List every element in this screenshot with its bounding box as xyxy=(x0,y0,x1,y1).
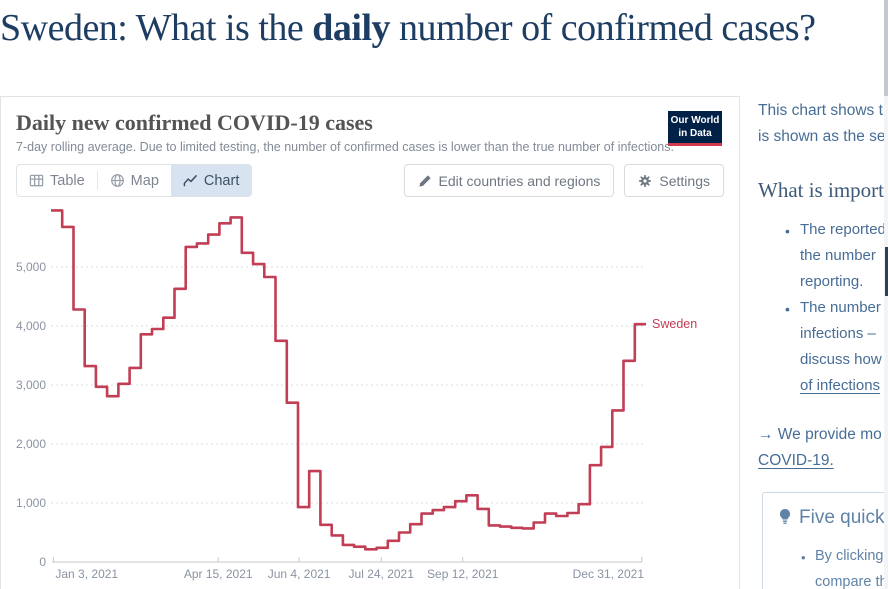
owid-logo-line2: in Data xyxy=(678,127,712,139)
tab-table[interactable]: Table xyxy=(17,165,97,196)
tab-chart-label: Chart xyxy=(203,172,240,189)
sidebar-arrow-line: → We provide mo xyxy=(758,426,882,443)
clipped-content-artifact xyxy=(885,247,888,296)
owid-logo-line1: Our World xyxy=(670,115,720,126)
bullet-dot: • xyxy=(785,223,790,239)
sidebar-paragraph-line: This chart shows t xyxy=(758,102,883,119)
x-tick-label: Sep 12, 2021 xyxy=(427,567,499,581)
x-tick-label: Dec 31, 2021 xyxy=(573,567,645,581)
tips-bullet-line: By clicking xyxy=(815,548,884,564)
bullet-dot: • xyxy=(801,550,806,565)
x-tick-label: Apr 15, 2021 xyxy=(184,567,253,581)
tab-map[interactable]: Map xyxy=(98,165,171,196)
sidebar-paragraph-line: is shown as the se xyxy=(758,128,886,145)
gear-icon xyxy=(638,174,652,188)
article-sidebar: This chart shows t is shown as the se Wh… xyxy=(758,96,888,589)
bullet-line: The reported xyxy=(800,221,886,238)
tab-separator xyxy=(96,171,98,190)
bullet-dot: • xyxy=(785,301,790,317)
infections-link[interactable]: of infections xyxy=(800,377,881,394)
x-tick-label: Jan 3, 2021 xyxy=(55,567,118,581)
y-tick-label: 5,000 xyxy=(16,260,46,274)
chart-subtitle: 7-day rolling average. Due to limited te… xyxy=(16,140,674,154)
sidebar-heading: What is import xyxy=(758,178,884,202)
y-tick-label: 4,000 xyxy=(16,319,46,333)
edit-countries-label: Edit countries and regions xyxy=(438,172,601,189)
lightbulb-icon xyxy=(777,508,793,530)
page-title-pre: Sweden: What is the xyxy=(0,7,313,49)
edit-countries-button[interactable]: Edit countries and regions xyxy=(403,164,615,197)
owid-logo[interactable]: Our World in Data xyxy=(668,111,722,146)
pencil-icon xyxy=(418,174,432,188)
chart-title: Daily new confirmed COVID-19 cases xyxy=(16,110,373,135)
chart-controls-row: Table Map xyxy=(16,164,724,197)
grapher-chart-panel: Daily new confirmed COVID-19 cases 7-day… xyxy=(0,96,740,589)
covid19-link[interactable]: COVID-19. xyxy=(758,452,834,469)
bullet-line: infections – xyxy=(800,325,876,342)
tab-map-label: Map xyxy=(130,172,159,189)
y-tick-label: 2,000 xyxy=(16,437,46,451)
five-quick-tips-box: Five quick • By clicking compare th xyxy=(762,492,888,589)
y-tick-label: 1,000 xyxy=(16,496,46,510)
series-end-label: Sweden xyxy=(652,317,697,331)
table-icon xyxy=(29,173,44,188)
series-line-sweden xyxy=(51,209,646,551)
settings-button[interactable]: Settings xyxy=(624,164,724,197)
bullet-line: reporting. xyxy=(800,273,864,290)
y-tick-label: 3,000 xyxy=(16,378,46,392)
page-title-post: number of confirmed cases? xyxy=(390,7,816,49)
page-title: Sweden: What is the daily number of conf… xyxy=(0,6,888,50)
bullet-line: discuss how xyxy=(800,351,882,368)
chart-plot[interactable]: 0 1,000 2,000 3,000 4,000 5,000 Jan 3, 2021 Apr… xyxy=(1,197,741,589)
globe-icon xyxy=(110,173,125,188)
controls-spacer xyxy=(252,164,403,197)
line-chart-icon xyxy=(183,173,198,188)
tips-box-title: Five quick xyxy=(799,507,885,528)
tips-bullet-line: compare th xyxy=(815,574,888,589)
tab-chart[interactable]: Chart xyxy=(170,165,252,196)
y-tick-label: 0 xyxy=(39,555,46,569)
scrollbar-thumb[interactable] xyxy=(884,0,888,96)
x-tick-label: Jun 4, 2021 xyxy=(268,567,331,581)
settings-label: Settings xyxy=(659,172,710,189)
view-tab-group: Table Map xyxy=(16,164,253,197)
bullet-line: the number xyxy=(800,247,876,264)
tab-table-label: Table xyxy=(50,172,85,189)
x-tick-label: Jul 24, 2021 xyxy=(349,567,415,581)
page-title-bold: daily xyxy=(312,7,390,49)
bullet-line: The number xyxy=(800,299,881,316)
